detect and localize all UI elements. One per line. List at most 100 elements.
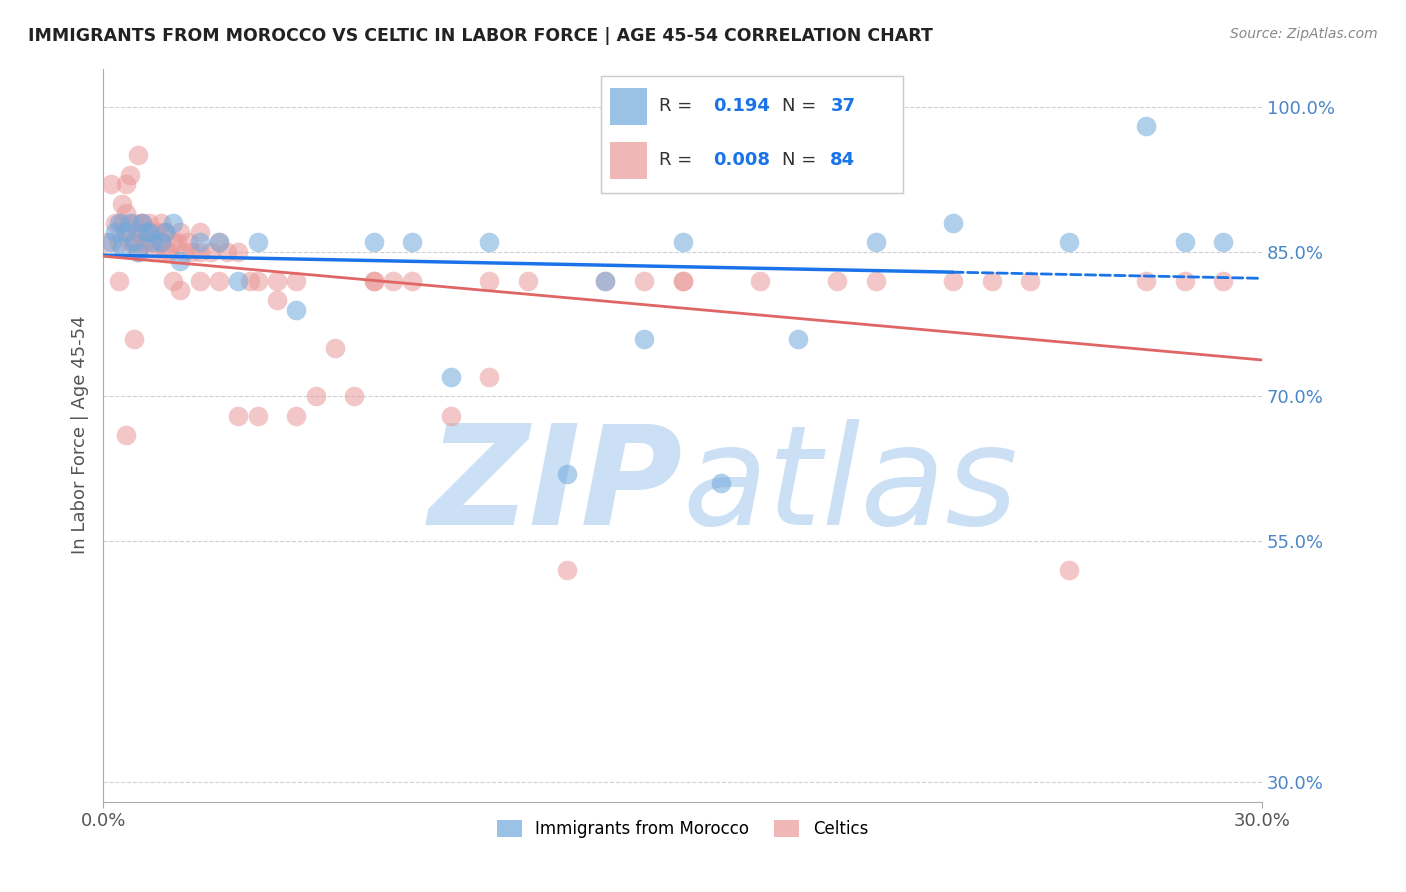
Point [138, 226, 160, 240]
Point [200, 244, 222, 259]
Point [157, 244, 180, 259]
Point [266, 293, 288, 307]
Point [208, 235, 231, 249]
Point [131, 216, 153, 230]
Point [228, 409, 250, 423]
Point [1057, 563, 1080, 577]
Point [478, 274, 501, 288]
Point [381, 274, 404, 288]
Point [363, 274, 385, 288]
Text: IMMIGRANTS FROM MOROCCO VS CELTIC IN LABOR FORCE | AGE 45-54 CORRELATION CHART: IMMIGRANTS FROM MOROCCO VS CELTIC IN LAB… [28, 27, 934, 45]
Point [671, 274, 693, 288]
Point [633, 274, 655, 288]
Point [142, 235, 165, 249]
Point [266, 274, 288, 288]
Point [304, 389, 326, 403]
Point [169, 226, 191, 240]
Point [120, 216, 142, 230]
Point [173, 244, 195, 259]
Text: Source: ZipAtlas.com: Source: ZipAtlas.com [1230, 27, 1378, 41]
Point [169, 284, 191, 298]
Point [135, 226, 157, 240]
Point [115, 178, 138, 192]
Point [104, 216, 127, 230]
Legend: Immigrants from Morocco, Celtics: Immigrants from Morocco, Celtics [491, 813, 875, 845]
Point [865, 274, 887, 288]
Point [787, 332, 810, 346]
Point [208, 274, 231, 288]
Point [228, 244, 250, 259]
Point [246, 274, 269, 288]
Point [111, 196, 134, 211]
Point [142, 244, 165, 259]
Point [111, 216, 134, 230]
Point [593, 274, 616, 288]
Point [401, 235, 423, 249]
Point [555, 467, 578, 481]
Point [162, 216, 184, 230]
Point [115, 206, 138, 220]
Point [138, 226, 160, 240]
Point [401, 274, 423, 288]
Point [942, 216, 965, 230]
Point [138, 216, 160, 230]
Point [150, 235, 173, 249]
Point [162, 274, 184, 288]
Point [153, 226, 176, 240]
Point [285, 409, 308, 423]
Point [942, 274, 965, 288]
Point [363, 274, 385, 288]
Point [153, 226, 176, 240]
Point [188, 274, 211, 288]
Point [100, 178, 122, 192]
Point [980, 274, 1002, 288]
Point [285, 274, 308, 288]
Point [115, 226, 138, 240]
Point [150, 235, 173, 249]
Point [135, 235, 157, 249]
Point [239, 274, 262, 288]
Point [246, 235, 269, 249]
Point [181, 244, 204, 259]
Point [115, 428, 138, 442]
Point [825, 274, 848, 288]
Point [122, 332, 145, 346]
Point [1174, 274, 1197, 288]
Point [710, 476, 733, 491]
Point [127, 226, 149, 240]
Point [208, 235, 231, 249]
Point [153, 244, 176, 259]
Point [122, 235, 145, 249]
Point [440, 370, 463, 384]
Point [1135, 120, 1157, 134]
Point [150, 235, 173, 249]
Point [166, 235, 188, 249]
Point [1174, 235, 1197, 249]
Point [131, 216, 153, 230]
Text: atlas: atlas [682, 419, 1018, 554]
Point [120, 168, 142, 182]
Point [188, 226, 211, 240]
Point [100, 235, 122, 249]
Point [142, 235, 165, 249]
Point [177, 235, 200, 249]
Point [1212, 235, 1234, 249]
Point [150, 216, 173, 230]
Y-axis label: In Labor Force | Age 45-54: In Labor Force | Age 45-54 [72, 316, 89, 554]
Point [127, 244, 149, 259]
Point [169, 254, 191, 268]
Point [671, 274, 693, 288]
Point [865, 235, 887, 249]
Point [478, 370, 501, 384]
Point [120, 235, 142, 249]
Point [748, 274, 770, 288]
Point [122, 216, 145, 230]
Point [246, 409, 269, 423]
Point [1212, 274, 1234, 288]
Point [323, 341, 346, 355]
Point [363, 235, 385, 249]
Point [593, 274, 616, 288]
Point [131, 216, 153, 230]
Point [343, 389, 366, 403]
Point [633, 332, 655, 346]
